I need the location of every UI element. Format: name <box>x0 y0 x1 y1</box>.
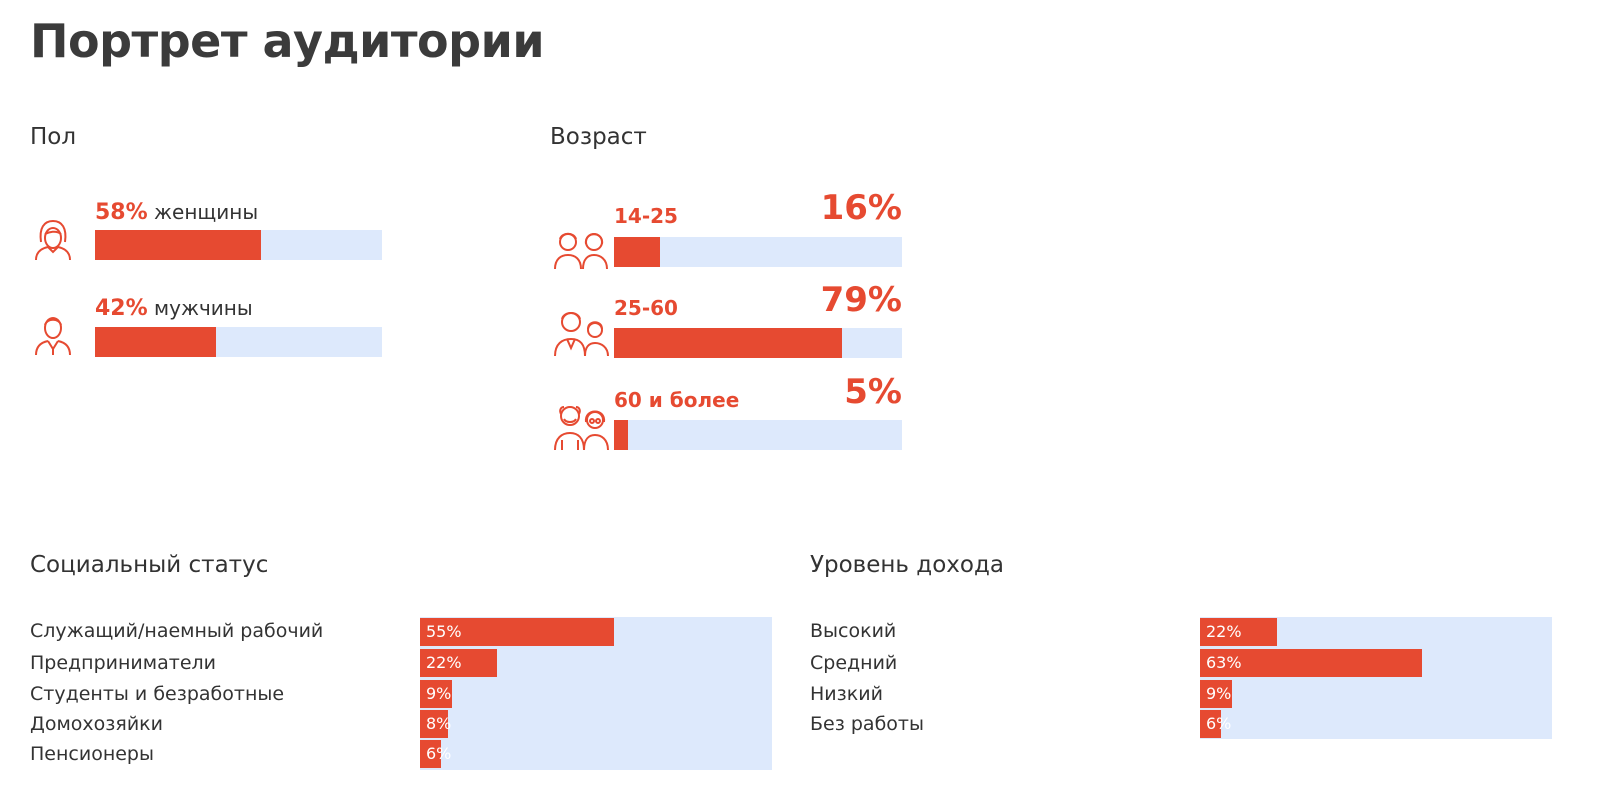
gender-section-title: Пол <box>30 124 77 150</box>
gender-bar-women <box>95 230 262 260</box>
age-bar-60-plus <box>614 420 629 450</box>
youth-icon <box>553 225 611 271</box>
social-section-title: Социальный статус <box>30 552 269 578</box>
age-pct-14-25: 16% <box>820 188 902 228</box>
adults-icon <box>553 308 611 358</box>
social-bar-housewives <box>420 710 449 738</box>
gender-label-women: 58% женщины <box>95 200 258 225</box>
gender-track-women <box>95 230 382 260</box>
gender-bar-men <box>95 327 216 357</box>
woman-icon <box>32 218 74 262</box>
age-pct-25-60: 79% <box>820 280 902 320</box>
gender-label-men: 42% мужчины <box>95 296 253 321</box>
age-track-25-60 <box>614 328 902 358</box>
income-value-low: 9% <box>1206 684 1232 703</box>
age-bar-14-25 <box>614 237 661 267</box>
gender-pct-women: 58% <box>95 200 148 225</box>
social-value-employees: 55% <box>426 622 462 641</box>
social-bar-employees <box>420 618 614 646</box>
income-bar-middle <box>1200 649 1422 677</box>
page-title: Портрет аудитории <box>30 14 545 68</box>
social-value-pensioners: 6% <box>426 744 452 763</box>
social-value-housewives: 8% <box>426 714 452 733</box>
age-bar-25-60 <box>614 328 842 358</box>
social-label-employees: Служащий/наемный рабочий <box>30 620 324 642</box>
age-label-14-25: 14-25 <box>614 204 678 228</box>
social-label-entrepreneurs: Предприниматели <box>30 652 217 674</box>
income-bar-unemployed <box>1200 710 1222 738</box>
income-bar-high <box>1200 618 1278 646</box>
social-bar-students <box>420 680 452 708</box>
social-row-students: 9% <box>420 680 772 708</box>
income-row-high: 22% <box>1200 618 1552 646</box>
social-row-entrepreneurs: 22% <box>420 649 772 677</box>
income-value-middle: 63% <box>1206 653 1242 672</box>
seniors-icon <box>553 402 611 452</box>
social-value-students: 9% <box>426 684 452 703</box>
man-icon <box>32 313 74 357</box>
age-label-60-plus: 60 и более <box>614 388 740 412</box>
social-label-students: Студенты и безработные <box>30 683 285 705</box>
social-row-pensioners: 6% <box>420 740 772 768</box>
social-bar-entrepreneurs <box>420 649 498 677</box>
income-bar-low <box>1200 680 1232 708</box>
income-label-unemployed: Без работы <box>810 713 924 735</box>
social-value-entrepreneurs: 22% <box>426 653 462 672</box>
social-label-pensioners: Пенсионеры <box>30 743 154 765</box>
income-row-middle: 63% <box>1200 649 1552 677</box>
gender-text-women: женщины <box>154 200 259 224</box>
age-track-14-25 <box>614 237 902 267</box>
age-label-25-60: 25-60 <box>614 296 678 320</box>
income-row-unemployed: 6% <box>1200 710 1552 738</box>
income-label-middle: Средний <box>810 652 898 674</box>
age-pct-60-plus: 5% <box>844 372 902 412</box>
gender-track-men <box>95 327 382 357</box>
gender-text-men: мужчины <box>154 296 253 320</box>
income-row-low: 9% <box>1200 680 1552 708</box>
income-value-unemployed: 6% <box>1206 714 1232 733</box>
social-label-housewives: Домохозяйки <box>30 713 163 735</box>
social-row-employees: 55% <box>420 618 772 646</box>
income-label-high: Высокий <box>810 620 897 642</box>
age-track-60-plus <box>614 420 902 450</box>
income-label-low: Низкий <box>810 683 883 705</box>
social-row-housewives: 8% <box>420 710 772 738</box>
gender-pct-men: 42% <box>95 296 148 321</box>
age-section-title: Возраст <box>550 124 647 150</box>
income-section-title: Уровень дохода <box>810 552 1004 578</box>
social-bar-pensioners <box>420 740 442 768</box>
income-value-high: 22% <box>1206 622 1242 641</box>
